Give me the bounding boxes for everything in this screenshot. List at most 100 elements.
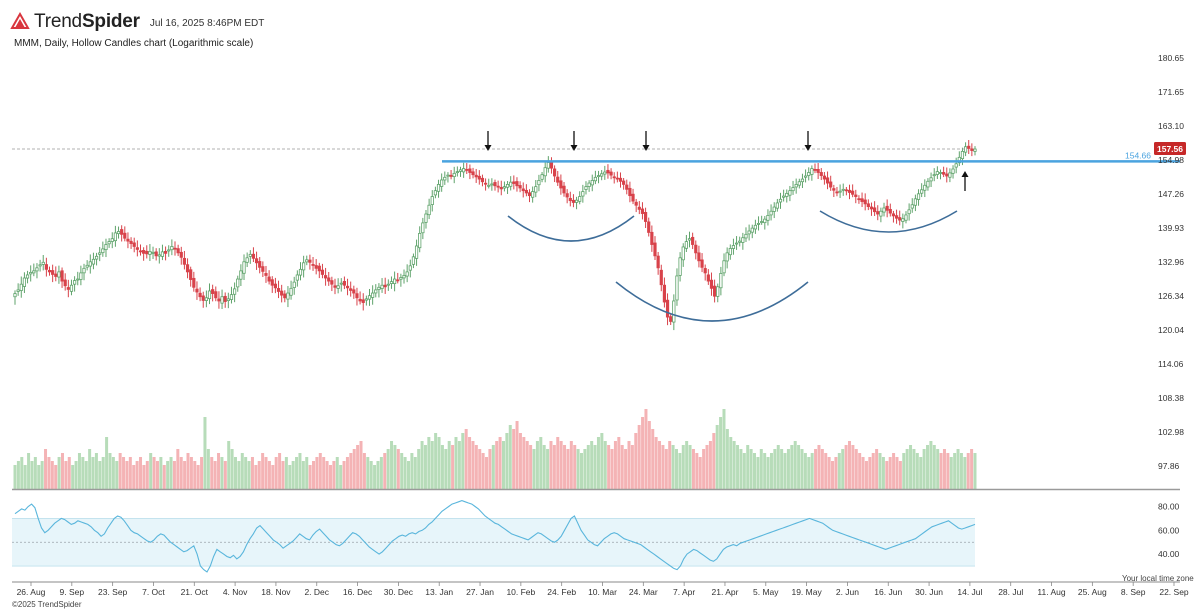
volume-bar: [915, 453, 919, 489]
volume-bar: [766, 457, 770, 489]
x-tick-label: 2. Jun: [836, 587, 859, 597]
volume-bar: [447, 441, 451, 489]
candle-body: [672, 300, 676, 323]
candle-body: [838, 190, 842, 193]
volume-bar: [909, 445, 913, 489]
x-tick-label: 24. Feb: [547, 587, 576, 597]
candle-body: [148, 250, 152, 255]
candle-body: [323, 275, 328, 279]
volume-bar: [67, 457, 71, 489]
volume-bar: [71, 465, 75, 489]
volume-bar: [698, 457, 702, 489]
candle-body: [399, 277, 403, 280]
volume-bar: [257, 461, 261, 489]
candle-body: [951, 168, 955, 174]
candle-body: [458, 169, 463, 172]
candle-body: [546, 162, 550, 169]
volume-bar: [223, 461, 227, 489]
candle-body: [885, 205, 889, 211]
candle-body: [487, 184, 491, 187]
volume-bar: [613, 441, 617, 489]
volume-bar: [600, 433, 604, 489]
candle-body: [907, 209, 911, 215]
candle-body: [163, 250, 168, 254]
candle-body: [138, 250, 143, 253]
volume-bar: [970, 449, 974, 489]
header-timestamp: Jul 16, 2025 8:46PM EDT: [149, 18, 265, 29]
volume-bar: [681, 445, 685, 489]
price-tick-label: 163.10: [1158, 121, 1184, 131]
candle-body: [540, 174, 544, 180]
candle-body: [534, 186, 538, 193]
candle-body: [123, 232, 127, 239]
candle-body: [154, 251, 158, 257]
candle-body: [643, 212, 648, 222]
candle-body: [731, 245, 736, 249]
volume-bar: [892, 453, 896, 489]
candle-body: [760, 221, 764, 223]
candle-body: [622, 180, 626, 185]
candle-body: [364, 298, 368, 301]
volume-bar: [732, 441, 736, 489]
volume-bar: [155, 461, 159, 489]
candle-body: [499, 186, 503, 190]
candle-body: [869, 206, 874, 210]
volume-bar: [847, 441, 851, 489]
volume-bar: [13, 465, 17, 489]
price-tick-label: 180.65: [1158, 53, 1184, 63]
candle-body: [920, 189, 924, 194]
price-tick-label: 171.65: [1158, 87, 1184, 97]
volume-bar: [60, 453, 64, 489]
candle-body: [98, 252, 102, 255]
candle-body: [254, 258, 259, 264]
candle-body: [371, 292, 375, 298]
volume-bar: [688, 445, 692, 489]
candle-body: [408, 265, 412, 271]
price-tick-label: 147.26: [1158, 189, 1184, 199]
candle-body: [85, 264, 89, 268]
volume-bar: [81, 457, 85, 489]
volume-bar: [189, 457, 193, 489]
candle-body: [327, 277, 331, 282]
volume-bar: [715, 425, 719, 489]
volume-bar: [691, 449, 695, 489]
candle-body: [785, 192, 789, 197]
volume-bar: [878, 453, 882, 489]
candle-body: [728, 248, 732, 256]
candle-body: [267, 276, 271, 282]
volume-bar: [267, 461, 271, 489]
candle-body: [317, 265, 321, 272]
candle-body: [69, 284, 74, 292]
candle-body: [631, 193, 635, 202]
candle-body: [468, 168, 472, 173]
volume-bar: [244, 457, 248, 489]
candle-body: [295, 274, 299, 281]
volume-bar: [423, 445, 427, 489]
candle-body: [747, 230, 751, 235]
candle-body: [82, 267, 86, 274]
candle-body: [860, 198, 864, 202]
volume-bar: [54, 465, 58, 489]
volume-bar: [413, 457, 417, 489]
volume-bar: [552, 445, 556, 489]
candle-body: [562, 185, 566, 194]
volume-bar: [966, 453, 970, 489]
resistance-label: 154.66: [1125, 150, 1151, 160]
volume-bar: [250, 457, 254, 489]
volume-bar: [88, 449, 92, 489]
volume-bar: [658, 441, 662, 489]
volume-bar: [556, 437, 560, 489]
volume-bar: [488, 449, 492, 489]
candle-body: [929, 177, 933, 182]
candle-body: [603, 171, 607, 175]
volume-bar: [94, 453, 98, 489]
candle-body: [596, 175, 601, 178]
volume-bar: [291, 461, 295, 489]
candle-body: [242, 261, 246, 274]
candle-body: [462, 168, 466, 173]
candle-body: [625, 184, 629, 190]
volume-bar: [16, 461, 20, 489]
candle-body: [47, 269, 52, 273]
candle-body: [678, 257, 682, 276]
